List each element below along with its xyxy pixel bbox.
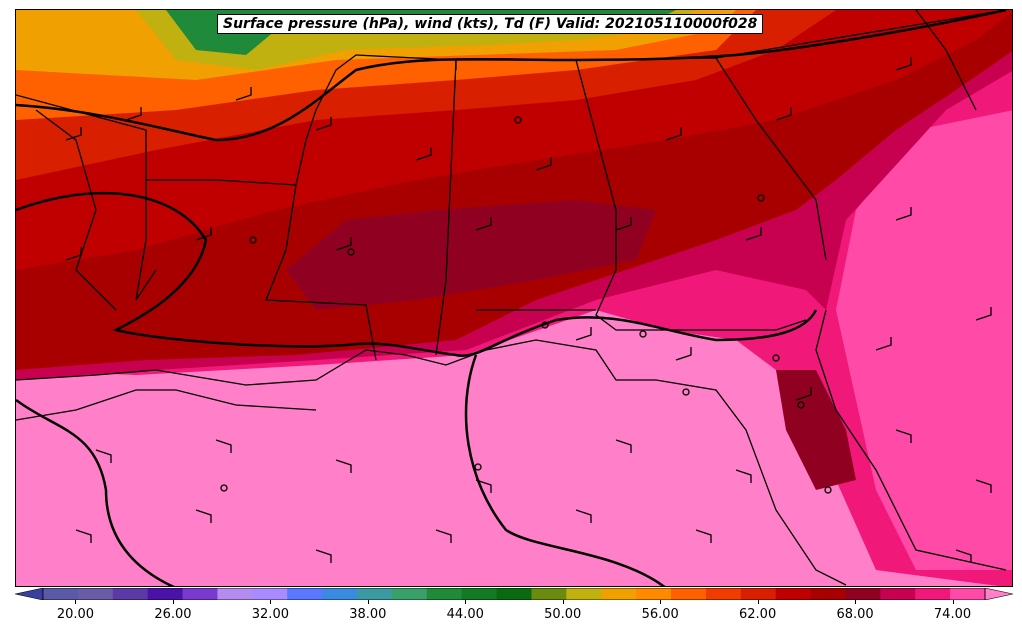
colorbar-tick-label: 50.00 xyxy=(544,607,582,622)
map-panel xyxy=(15,9,1013,587)
colorbar-segment xyxy=(391,588,428,600)
colorbar-tick-mark xyxy=(757,600,759,604)
colorbar-segment xyxy=(77,588,114,600)
station-markers xyxy=(220,116,832,494)
colorbar-tick-label: 26.00 xyxy=(154,607,192,622)
colorbar-tick-label: 62.00 xyxy=(739,607,777,622)
colorbar-tick-label: 32.00 xyxy=(251,607,289,622)
colorbar-segment xyxy=(357,588,393,600)
colorbar-segment xyxy=(950,588,986,600)
colorbar-segment xyxy=(112,588,149,600)
colorbar-segment xyxy=(566,588,602,600)
colorbar-segment xyxy=(322,588,358,600)
colorbar-tick-mark xyxy=(952,600,954,604)
colorbar-tick-mark xyxy=(367,600,369,604)
colorbar-tick-label: 74.00 xyxy=(933,607,972,622)
colorbar-under-arrow xyxy=(15,588,44,600)
colorbar-tick-mark xyxy=(75,600,77,604)
colorbar-segment xyxy=(671,588,707,600)
colorbar-segment xyxy=(182,588,218,600)
colorbar-segment xyxy=(147,588,184,600)
colorbar-segment xyxy=(880,588,916,600)
colorbar-segment xyxy=(601,588,637,600)
colorbar-segment xyxy=(43,588,79,600)
colorbar-segment xyxy=(775,588,812,600)
dry-pocket-inland xyxy=(286,200,656,310)
colorbar-segment xyxy=(426,588,463,600)
colorbar-segment xyxy=(252,588,288,600)
colorbar-tick-label: 56.00 xyxy=(641,607,679,622)
colorbar-tick-label: 68.00 xyxy=(836,607,874,622)
colorbar-segment xyxy=(496,588,532,600)
map-title: Surface pressure (hPa), wind (kts), Td (… xyxy=(217,14,764,34)
colorbar-segment xyxy=(810,588,846,600)
colorbar-segment xyxy=(845,588,881,600)
colorbar-tick-mark xyxy=(660,600,662,604)
colorbar-tick-mark xyxy=(465,600,467,604)
dewpoint-map xyxy=(16,10,1012,586)
colorbar-tick-mark xyxy=(270,600,272,604)
colorbar-tick-label: 38.00 xyxy=(349,607,387,622)
colorbar-tick-label: 44.00 xyxy=(446,607,484,622)
wind-barbs xyxy=(65,57,992,563)
colorbar-segment xyxy=(531,588,567,600)
colorbar xyxy=(15,588,1013,600)
colorbar-segment xyxy=(740,588,777,600)
colorbar-tick-mark xyxy=(172,600,174,604)
colorbar-segment xyxy=(461,588,498,600)
pink-atlantic xyxy=(836,110,1012,570)
colorbar-tick-mark xyxy=(562,600,564,604)
colorbar-segment xyxy=(636,588,672,600)
colorbar-segment xyxy=(915,588,951,600)
colorbar-segment xyxy=(217,588,253,600)
isobars xyxy=(16,10,1007,586)
colorbar-segment xyxy=(705,588,742,600)
colorbar-tick-label: 20.00 xyxy=(56,607,95,622)
colorbar-tick-mark xyxy=(855,600,857,604)
colorbar-over-arrow xyxy=(984,588,1013,600)
colorbar-segment xyxy=(287,588,323,600)
